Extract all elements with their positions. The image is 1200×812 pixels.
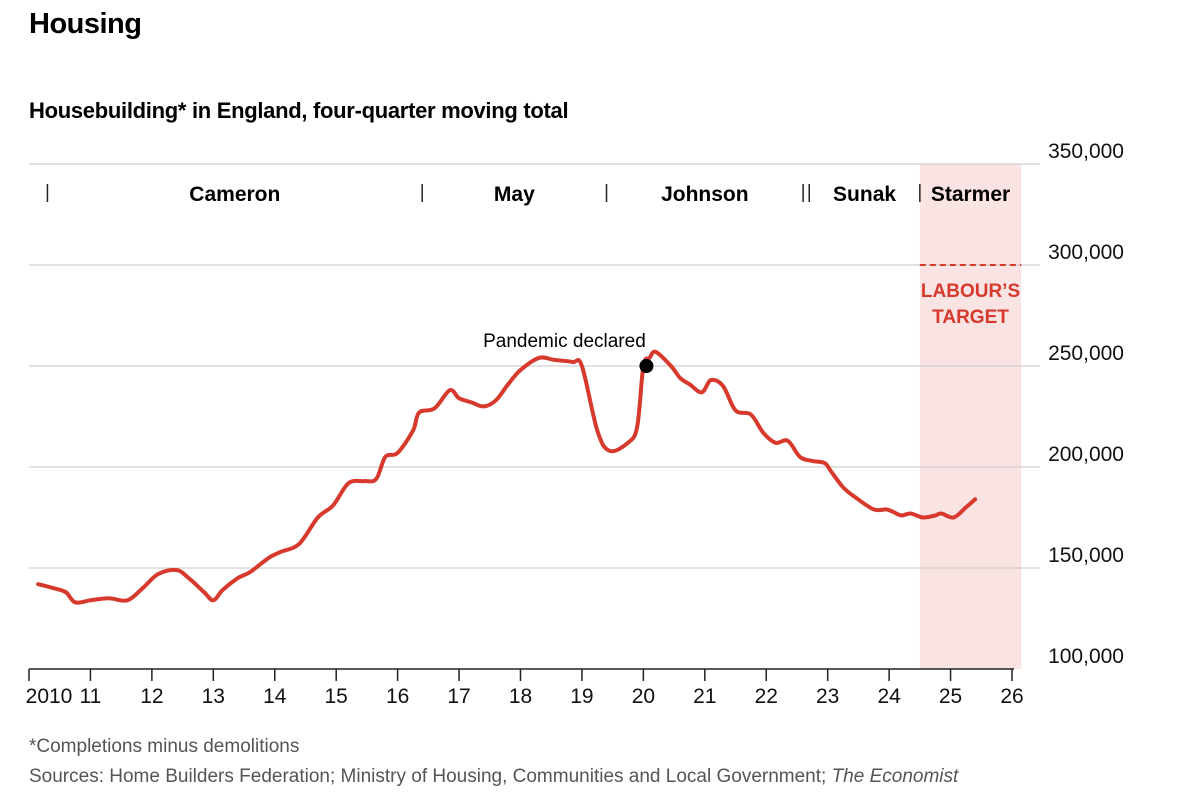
x-tick-label: 13 (202, 685, 225, 708)
x-tick-label: 23 (816, 685, 839, 708)
sources-text: Sources: Home Builders Federation; Minis… (29, 766, 827, 787)
sources-publication: The Economist (831, 766, 959, 787)
pm-name-label: Johnson (661, 183, 749, 206)
x-tick-label: 16 (386, 685, 409, 708)
pm-name-label: May (494, 183, 535, 206)
x-tick-label: 14 (263, 685, 287, 708)
pm-name-label: Cameron (189, 183, 280, 206)
chart-subtitle: Housebuilding* in England, four-quarter … (29, 98, 569, 123)
x-tick-label: 22 (755, 685, 778, 708)
x-tick-label: 12 (140, 685, 163, 708)
footnote: *Completions minus demolitions (29, 736, 300, 757)
target-label-line2: TARGET (932, 307, 1009, 328)
x-tick-label: 25 (939, 685, 962, 708)
x-tick-label: 18 (509, 685, 532, 708)
sources-note: Sources: Home Builders Federation; Minis… (29, 766, 958, 788)
x-tick-label: 26 (1000, 685, 1023, 708)
x-tick-label: 17 (447, 685, 470, 708)
pm-name-label: Starmer (931, 183, 1010, 206)
x-tick-label: 21 (693, 685, 716, 708)
y-tick-label: 300,000 (1048, 241, 1124, 264)
pandemic-marker (639, 359, 654, 373)
chart-title: Housing (29, 8, 142, 40)
x-tick-label: 11 (80, 685, 102, 708)
y-tick-label: 100,000 (1048, 645, 1124, 668)
y-tick-label: 150,000 (1048, 544, 1124, 567)
x-tick-label: 24 (877, 685, 901, 708)
x-tick-label: 20 (632, 685, 655, 708)
housebuilding-series-line (36, 349, 978, 605)
y-tick-label: 200,000 (1048, 443, 1124, 466)
x-tick-label: 15 (325, 685, 348, 708)
pandemic-annotation: Pandemic declared (483, 331, 646, 352)
target-label-line1: LABOUR’S (921, 281, 1020, 302)
pm-name-label: Sunak (833, 183, 896, 206)
x-tick-label: 2010 (26, 685, 73, 708)
starmer-shaded-region (919, 164, 1022, 669)
x-tick-label: 19 (570, 685, 593, 708)
y-tick-label: 250,000 (1048, 342, 1124, 365)
y-tick-label: 350,000 (1048, 140, 1124, 163)
